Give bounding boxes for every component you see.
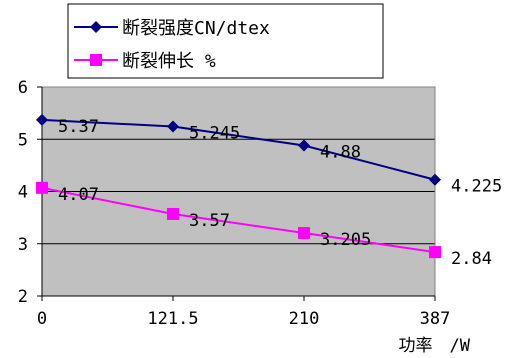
data-point — [298, 139, 310, 152]
series-line — [41, 118, 436, 181]
plot-area — [41, 86, 436, 297]
data-point — [429, 173, 441, 186]
series: 5.37 5.245 4.88 4.225 4.07 3.57 3.205 2.84 — [36, 113, 502, 269]
legend-marker — [90, 21, 102, 33]
data-label: 4.225 — [451, 177, 502, 197]
gridlines — [42, 138, 435, 245]
data-point — [167, 120, 179, 133]
legend-item-1: 断裂强度CN/dtex — [74, 18, 270, 39]
data-label: 3.57 — [189, 211, 230, 231]
x-tick-label: 0 — [37, 309, 47, 329]
y-tick-label: 6 — [18, 78, 28, 98]
legend-label: 断裂强度CN/dtex — [122, 18, 270, 39]
data-label: 3.205 — [320, 230, 371, 250]
y-tick-label: 3 — [18, 235, 28, 255]
data-point — [36, 113, 48, 126]
y-tick-label: 5 — [18, 130, 28, 150]
legend-marker — [90, 54, 102, 66]
legend-item-2: 断裂伸长 % — [74, 51, 216, 72]
x-axis: 0 121.5 210 387 — [37, 295, 451, 329]
data-point — [298, 227, 310, 240]
data-label: 5.245 — [189, 123, 240, 143]
series-line — [41, 186, 436, 254]
x-tick-label: 210 — [289, 309, 320, 329]
series-1: 5.37 5.245 4.88 4.225 — [36, 113, 502, 197]
legend-label: 断裂伸长 % — [122, 51, 216, 72]
data-label: 4.07 — [58, 185, 99, 205]
data-point — [36, 181, 48, 194]
data-point — [167, 207, 179, 220]
y-tick-label: 4 — [18, 183, 28, 203]
legend: 断裂强度CN/dtex 断裂伸长 % — [67, 3, 384, 79]
series-2: 4.07 3.57 3.205 2.84 — [36, 181, 492, 269]
data-label: 5.37 — [58, 117, 99, 137]
x-tick-label: 387 — [420, 309, 451, 329]
data-label: 4.88 — [320, 143, 361, 163]
legend-box — [67, 3, 384, 79]
x-tick-label: 121.5 — [147, 309, 198, 329]
y-tick-label: 2 — [18, 287, 28, 307]
x-axis-label: 功率 /W — [399, 336, 471, 356]
data-label: 2.84 — [451, 249, 492, 269]
data-point — [429, 246, 441, 259]
